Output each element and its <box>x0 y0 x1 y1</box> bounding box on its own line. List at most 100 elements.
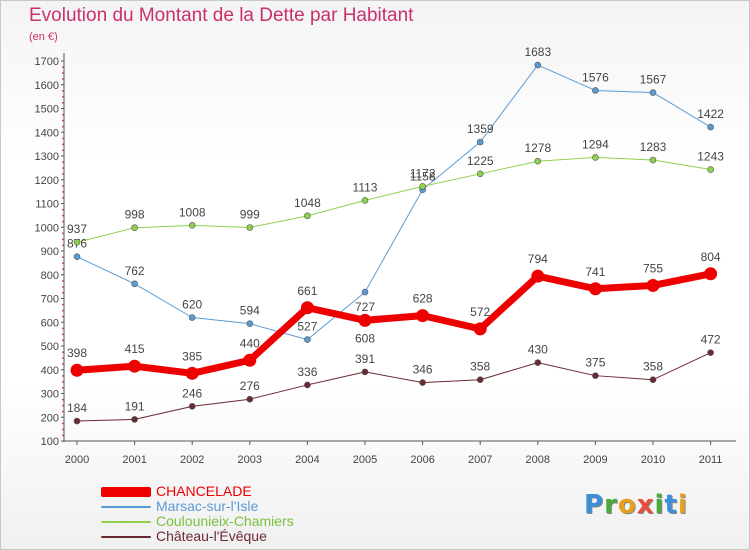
data-point <box>131 224 138 232</box>
legend-label: Marsac-sur-l'Isle <box>156 498 259 514</box>
series-line <box>76 156 712 243</box>
y-tick-label: 1500 <box>35 104 59 116</box>
y-minor-tick <box>62 428 64 431</box>
data-label: 1048 <box>294 196 321 210</box>
data-point <box>300 301 314 315</box>
y-minor-tick <box>62 363 64 365</box>
logo-letter: t <box>664 490 678 520</box>
data-label: 608 <box>355 331 375 345</box>
data-point <box>534 61 542 69</box>
y-tick-label: 700 <box>41 294 59 306</box>
x-tick-label: 2009 <box>583 454 607 466</box>
y-minor-tick <box>62 268 64 270</box>
y-tick-label: 900 <box>41 246 59 258</box>
y-minor-tick <box>62 119 64 122</box>
data-point <box>476 138 484 146</box>
data-point <box>707 349 714 356</box>
y-minor-tick <box>62 208 64 211</box>
x-tick-label: 2010 <box>641 454 665 466</box>
y-minor-tick <box>62 256 64 258</box>
data-point <box>358 313 372 327</box>
data-label: 998 <box>125 208 145 222</box>
y-tick-label: 300 <box>41 389 59 401</box>
data-label: 472 <box>701 333 721 347</box>
y-minor-tick <box>62 90 64 92</box>
y-minor-tick <box>62 232 64 235</box>
data-label: 358 <box>470 360 490 374</box>
data-label: 1008 <box>179 205 206 219</box>
x-tick-label: 2004 <box>295 454 319 466</box>
y-minor-tick <box>62 78 64 80</box>
y-minor-tick <box>62 309 64 312</box>
y-tick-label: 1100 <box>35 199 59 211</box>
y-minor-tick <box>62 315 64 318</box>
data-point <box>649 156 657 164</box>
data-point <box>419 379 426 386</box>
y-minor-tick <box>62 220 64 223</box>
x-tick-label: 2008 <box>526 454 550 466</box>
data-label: 804 <box>701 250 721 264</box>
data-point <box>361 288 369 296</box>
data-point <box>649 89 657 96</box>
y-minor-tick <box>62 161 64 163</box>
data-point <box>592 154 599 161</box>
data-label: 1422 <box>697 107 724 121</box>
data-label: 398 <box>67 346 87 360</box>
data-point <box>476 170 484 178</box>
data-label: 191 <box>125 399 145 413</box>
y-tick-label: 500 <box>41 341 59 353</box>
series-line <box>76 352 712 422</box>
data-point <box>707 123 714 131</box>
data-point <box>128 359 142 373</box>
y-minor-tick <box>62 410 64 413</box>
data-point <box>246 320 254 327</box>
data-label: 727 <box>355 300 375 314</box>
y-tick-label: 200 <box>41 412 59 424</box>
data-label: 346 <box>413 363 433 377</box>
data-point <box>646 278 660 292</box>
data-point <box>534 359 542 366</box>
y-minor-tick <box>62 286 64 288</box>
data-point <box>361 368 369 376</box>
data-point <box>188 403 196 410</box>
y-minor-tick <box>62 398 64 401</box>
y-minor-tick <box>62 244 64 247</box>
data-label: 440 <box>240 336 260 350</box>
y-minor-tick <box>62 72 64 74</box>
y-minor-tick <box>62 66 64 68</box>
y-tick-label: 1200 <box>35 175 59 187</box>
data-label: 415 <box>125 342 145 356</box>
data-label: 762 <box>125 264 145 278</box>
series-line <box>73 270 715 377</box>
legend-swatch <box>101 536 151 538</box>
y-minor-tick <box>62 191 64 193</box>
data-label: 375 <box>585 356 605 370</box>
y-minor-tick <box>62 262 64 264</box>
y-minor-tick <box>62 143 64 146</box>
data-label: 1283 <box>640 140 667 154</box>
y-minor-tick <box>62 387 64 389</box>
data-point <box>534 157 542 165</box>
data-point <box>131 416 138 423</box>
y-minor-tick <box>62 113 64 116</box>
series-line <box>76 64 712 341</box>
y-tick-label: 1000 <box>35 222 59 234</box>
y-minor-tick <box>62 351 64 353</box>
y-minor-tick <box>62 125 64 128</box>
data-label: 1567 <box>640 73 667 87</box>
data-point <box>649 376 657 384</box>
y-tick-label: 1600 <box>35 80 59 92</box>
data-label: 1278 <box>524 141 551 155</box>
data-label: 385 <box>182 349 202 363</box>
data-point <box>419 183 426 190</box>
x-tick-label: 2003 <box>238 454 262 466</box>
data-point <box>707 166 714 173</box>
x-tick-label: 2002 <box>180 454 204 466</box>
data-label: 572 <box>470 305 490 319</box>
x-tick-label: 2000 <box>65 454 89 466</box>
data-point <box>704 267 718 281</box>
y-tick-label: 1700 <box>35 56 59 68</box>
data-point <box>361 197 369 204</box>
y-minor-tick <box>62 303 64 306</box>
